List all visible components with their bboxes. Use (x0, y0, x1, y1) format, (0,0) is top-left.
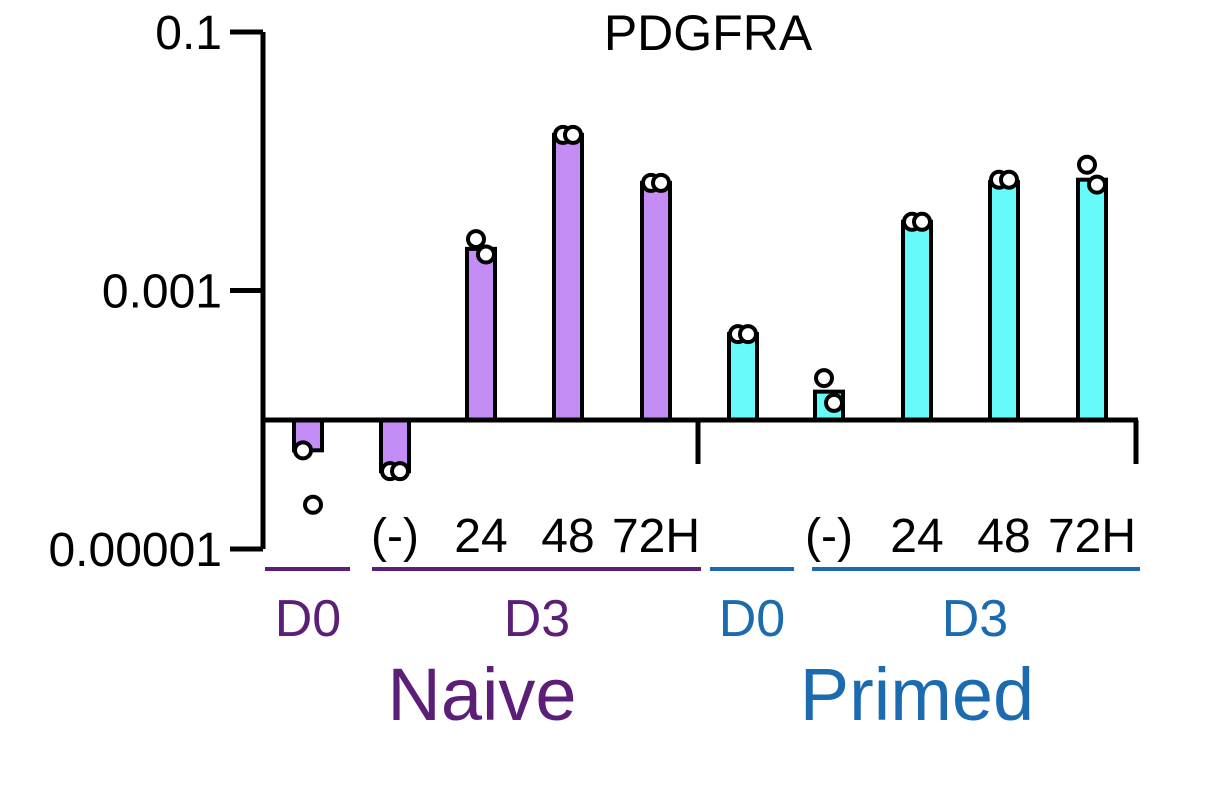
bar (1076, 177, 1108, 422)
y-axis-ticks: 0.1 0.001 0.00001 (48, 7, 263, 577)
group-label-naive-d3: D3 (504, 590, 570, 648)
category-label: 72H (1048, 510, 1136, 563)
group-label-primed-d0: D0 (719, 590, 785, 648)
condition-label-naive: Naive (387, 653, 576, 736)
category-label: 48 (977, 510, 1030, 563)
data-points (293, 124, 1107, 515)
data-point (912, 211, 932, 232)
category-label: 24 (890, 510, 943, 563)
bar (727, 332, 759, 422)
group-labels: D0 D3 D0 D3 Naive Primed (265, 567, 1140, 736)
axes (260, 32, 1139, 549)
y-tick-label: 0.1 (155, 7, 222, 60)
data-point (476, 244, 496, 265)
category-label: (-) (805, 510, 853, 563)
condition-label-primed: Primed (800, 653, 1034, 736)
bar (988, 180, 1020, 422)
category-labels: (-) 24 48 72H (-) 24 48 72H (371, 510, 1136, 563)
category-label: 48 (541, 510, 594, 563)
group-label-naive-d0: D0 (275, 590, 341, 648)
y-tick-label: 0.001 (102, 266, 222, 319)
category-label: (-) (371, 510, 419, 563)
bars (292, 132, 1108, 474)
y-tick-label: 0.00001 (48, 524, 222, 577)
category-label: 24 (454, 510, 507, 563)
chart-title: PDGFRA (604, 5, 813, 61)
data-point (293, 440, 313, 461)
data-point (390, 461, 410, 482)
data-point (303, 494, 323, 515)
data-point (1077, 154, 1097, 175)
data-point (651, 172, 671, 193)
category-label: 72H (612, 510, 700, 563)
group-label-primed-d3: D3 (942, 590, 1008, 648)
data-point (824, 392, 844, 413)
data-point (1087, 174, 1107, 195)
bar (901, 219, 933, 422)
bar (640, 180, 672, 422)
data-point (738, 324, 758, 345)
data-point (466, 229, 486, 250)
data-point (814, 368, 834, 389)
data-point (999, 169, 1019, 190)
bar (552, 132, 584, 422)
bar (465, 246, 497, 422)
data-point (563, 124, 583, 145)
